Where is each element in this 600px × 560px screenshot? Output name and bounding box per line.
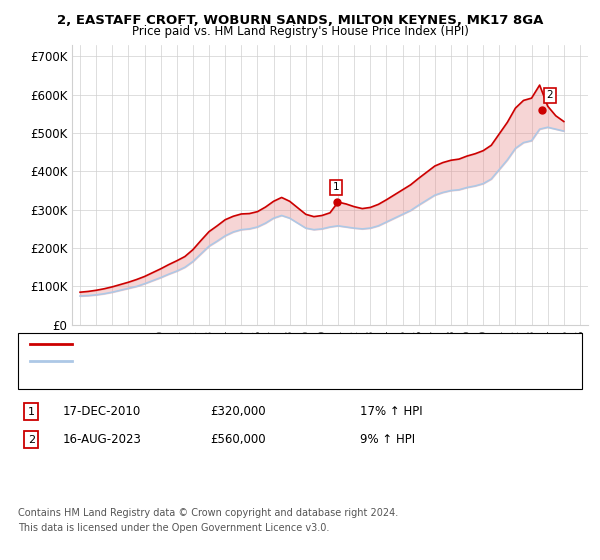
Text: Price paid vs. HM Land Registry's House Price Index (HPI): Price paid vs. HM Land Registry's House …	[131, 25, 469, 38]
Text: 1: 1	[28, 407, 35, 417]
Text: £560,000: £560,000	[210, 433, 266, 446]
Text: 2, EASTAFF CROFT, WOBURN SANDS, MILTON KEYNES, MK17 8GA: 2, EASTAFF CROFT, WOBURN SANDS, MILTON K…	[57, 14, 543, 27]
Text: £320,000: £320,000	[210, 405, 266, 418]
Text: 16-AUG-2023: 16-AUG-2023	[63, 433, 142, 446]
Text: This data is licensed under the Open Government Licence v3.0.: This data is licensed under the Open Gov…	[18, 523, 329, 533]
Text: 17-DEC-2010: 17-DEC-2010	[63, 405, 141, 418]
Text: 17% ↑ HPI: 17% ↑ HPI	[360, 405, 422, 418]
Text: Contains HM Land Registry data © Crown copyright and database right 2024.: Contains HM Land Registry data © Crown c…	[18, 508, 398, 518]
Text: 2, EASTAFF CROFT, WOBURN SANDS, MILTON KEYNES, MK17 8GA (detached house): 2, EASTAFF CROFT, WOBURN SANDS, MILTON K…	[78, 339, 487, 349]
Text: 2: 2	[28, 435, 35, 445]
Text: HPI: Average price, detached house, Milton Keynes: HPI: Average price, detached house, Milt…	[78, 356, 327, 366]
Text: 2: 2	[547, 90, 553, 100]
Text: 1: 1	[332, 183, 339, 193]
Text: 9% ↑ HPI: 9% ↑ HPI	[360, 433, 415, 446]
